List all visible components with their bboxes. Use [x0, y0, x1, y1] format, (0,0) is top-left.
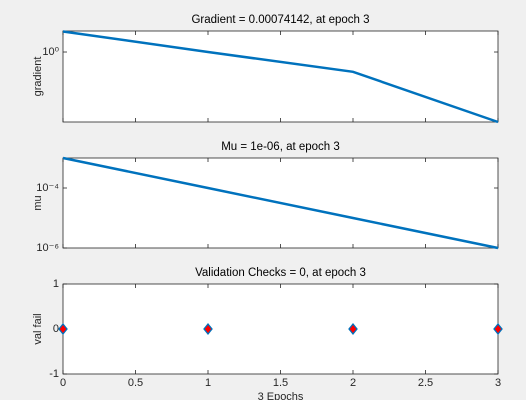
y-tick-label: 0	[53, 323, 59, 335]
axes-background	[62, 30, 499, 123]
y-tick-label: -1	[49, 368, 59, 380]
diamond-marker	[58, 322, 68, 336]
y-tick-label: 10⁻⁴	[36, 182, 59, 194]
y-axis-label: val fail	[32, 313, 44, 344]
x-tick-label: 1.5	[273, 377, 288, 389]
x-tick-label: 2	[350, 377, 356, 389]
subplot-title: Mu = 1e-06, at epoch 3	[221, 141, 340, 153]
x-tick-label: 0.5	[128, 377, 143, 389]
data-line	[62, 30, 499, 124]
y-tick-label: 10⁰	[42, 46, 59, 58]
subplot-title: Gradient = 0.00074142, at epoch 3	[191, 14, 369, 26]
data-line	[62, 156, 499, 250]
subplot-title: Validation Checks = 0, at epoch 3	[195, 267, 366, 279]
x-tick-label: 0	[60, 377, 66, 389]
x-tick-label: 3	[495, 377, 501, 389]
axes-background	[62, 283, 499, 375]
y-axis-label: mu	[32, 195, 44, 210]
x-tick-label: 1	[205, 377, 211, 389]
diamond-marker	[493, 322, 503, 336]
y-tick-label: 10⁻⁶	[36, 242, 59, 254]
diamond-marker	[203, 322, 213, 336]
diamond-marker	[348, 322, 358, 336]
y-axis-label: gradient	[32, 57, 44, 97]
x-tick-label: 2.5	[418, 377, 433, 389]
x-axis-label: 3 Epochs	[258, 391, 304, 400]
y-tick-label: 1	[53, 278, 59, 290]
